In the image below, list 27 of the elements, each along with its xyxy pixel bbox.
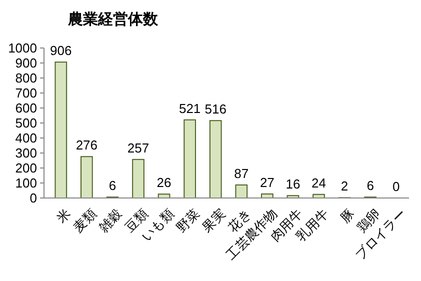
data-label: 276 [76, 138, 98, 153]
y-tick-label: 700 [15, 86, 37, 101]
data-label: 516 [204, 102, 226, 117]
y-tick-label: 800 [15, 70, 37, 86]
y-tick-label: 200 [15, 160, 37, 176]
y-tick-label: 100 [15, 176, 37, 191]
data-label: 906 [50, 43, 72, 58]
data-label: 0 [392, 179, 400, 194]
y-tick-label: 500 [15, 116, 37, 131]
y-tick-label: 400 [15, 130, 37, 146]
y-tick-label: 900 [15, 56, 37, 71]
y-tick-label: 600 [15, 100, 37, 116]
data-label: 87 [234, 166, 249, 181]
data-label: 2 [340, 178, 348, 194]
chart-title: 農業経営体数 [67, 11, 159, 28]
x-tick-label: 豚 [337, 206, 358, 226]
y-tick-label: 0 [30, 190, 37, 206]
y-tick-label: 300 [15, 146, 37, 161]
data-label: 521 [178, 100, 201, 116]
data-label: 257 [127, 140, 150, 156]
data-label: 26 [156, 175, 172, 190]
data-label: 27 [260, 174, 274, 190]
data-label: 24 [312, 175, 326, 190]
y-tick-label: 1000 [8, 40, 37, 56]
data-label: 6 [108, 178, 116, 194]
data-label: 16 [286, 176, 300, 192]
data-label: 6 [366, 178, 374, 194]
